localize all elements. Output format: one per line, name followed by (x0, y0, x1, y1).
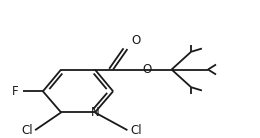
Text: Cl: Cl (21, 124, 32, 137)
Text: F: F (12, 85, 19, 98)
Text: N: N (90, 106, 99, 119)
Text: O: O (142, 63, 152, 76)
Text: Cl: Cl (130, 124, 142, 137)
Text: O: O (131, 34, 141, 47)
